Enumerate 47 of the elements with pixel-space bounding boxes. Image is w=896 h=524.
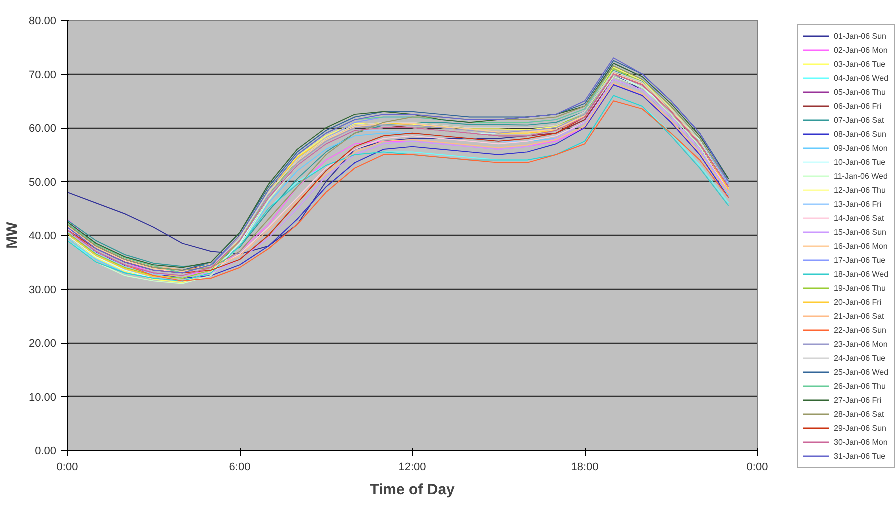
y-tick-label: 20.00	[28, 338, 57, 350]
y-tick-label: 60.00	[28, 123, 57, 135]
legend-label: 24-Jan-06 Tue	[834, 352, 886, 364]
legend-label: 31-Jan-06 Tue	[834, 450, 886, 462]
x-tick-label: 0:00	[746, 462, 768, 474]
legend-label: 25-Jan-06 Wed	[834, 366, 889, 378]
legend-label: 18-Jan-06 Wed	[834, 268, 889, 280]
legend-label: 04-Jan-06 Wed	[834, 72, 889, 84]
legend-label: 23-Jan-06 Mon	[834, 338, 888, 350]
x-tick-label: 6:00	[229, 462, 251, 474]
legend-label: 26-Jan-06 Thu	[834, 380, 886, 392]
legend-label: 28-Jan-06 Sat	[834, 408, 884, 420]
x-tick-label: 0:00	[56, 462, 78, 474]
legend-label: 02-Jan-06 Mon	[834, 44, 888, 56]
y-tick-label: 50.00	[28, 176, 57, 189]
legend-label: 08-Jan-06 Sun	[834, 128, 886, 140]
legend-label: 13-Jan-06 Fri	[834, 198, 882, 210]
x-tick-label: 18:00	[571, 462, 599, 474]
legend-label: 27-Jan-06 Fri	[834, 394, 882, 406]
legend-label: 17-Jan-06 Tue	[834, 254, 886, 266]
legend-label: 10-Jan-06 Tue	[834, 156, 886, 168]
legend-label: 14-Jan-06 Sat	[834, 212, 884, 224]
x-tick-label: 12:00	[398, 462, 426, 474]
y-tick-label: 0.00	[35, 446, 57, 458]
legend-label: 29-Jan-06 Sun	[834, 422, 886, 434]
y-axis-title: MW	[4, 221, 21, 249]
legend-label: 16-Jan-06 Mon	[834, 240, 888, 252]
legend-label: 20-Jan-06 Fri	[834, 296, 882, 308]
y-tick-label: 30.00	[28, 284, 57, 296]
legend-label: 11-Jan-06 Wed	[834, 170, 888, 182]
legend-label: 21-Jan-06 Sat	[834, 310, 884, 322]
legend-label: 07-Jan-06 Sat	[834, 114, 884, 126]
y-tick-label: 40.00	[28, 230, 57, 242]
legend-label: 30-Jan-06 Mon	[834, 436, 888, 448]
legend-label: 06-Jan-06 Fri	[834, 100, 882, 112]
y-tick-label: 80.00	[28, 16, 57, 28]
legend-label: 22-Jan-06 Sun	[834, 324, 886, 336]
x-axis-title: Time of Day	[370, 482, 456, 498]
y-tick-label: 70.00	[28, 69, 57, 82]
legend-label: 03-Jan-06 Tue	[834, 58, 886, 70]
legend-label: 01-Jan-06 Sun	[834, 30, 886, 42]
legend-label: 05-Jan-06 Thu	[834, 86, 886, 98]
legend-label: 19-Jan-06 Thu	[834, 282, 886, 294]
legend-label: 09-Jan-06 Mon	[834, 142, 888, 154]
legend-label: 12-Jan-06 Thu	[834, 184, 886, 196]
y-tick-label: 10.00	[28, 392, 57, 404]
legend-label: 15-Jan-06 Sun	[834, 226, 886, 238]
